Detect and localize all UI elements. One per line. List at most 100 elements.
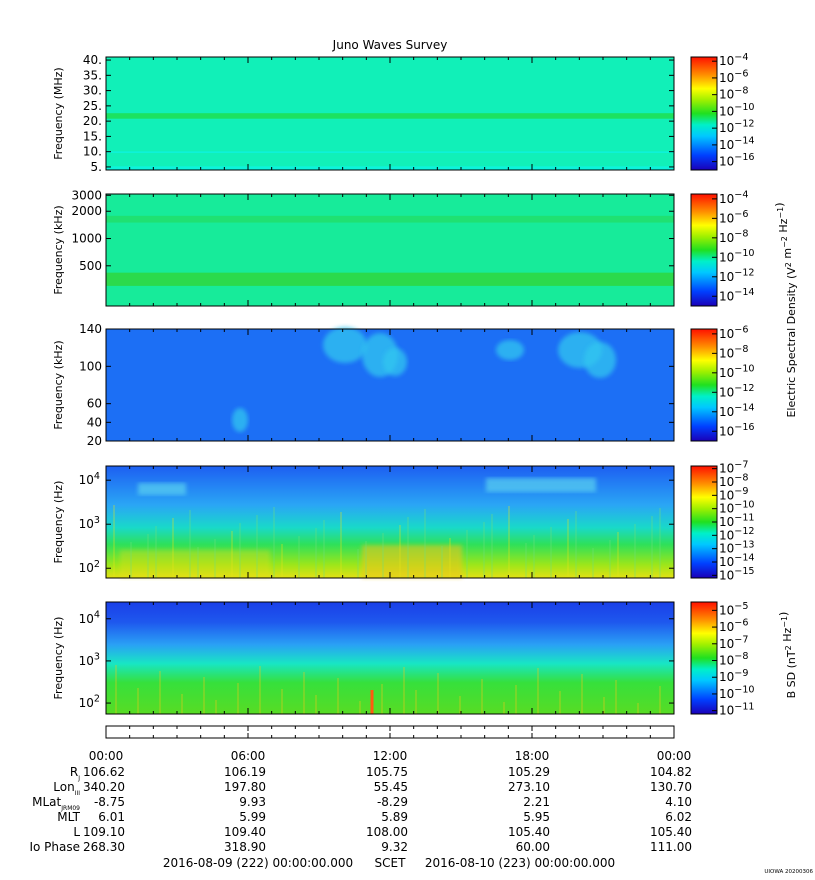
ephemeris-label: Io Phase [29,840,80,854]
ephemeris-label: MLT [57,810,80,824]
y-tick-label: 103 [79,652,100,668]
y-tick-label: 104 [79,471,100,487]
intensity-patch [362,545,462,578]
panel-lfr-low-magnetic: 104103102Frequency (Hz)10−510−610−710−81… [52,601,755,718]
colorbar [691,57,717,170]
y-tick-label: 140 [79,322,102,336]
ephemeris-value: 9.93 [239,795,266,809]
ephemeris-table: RJ106.62106.19105.75105.29104.82LonIII34… [29,765,692,854]
colorbar-tick-label: 10−8 [719,344,748,360]
colorbar-tick-label: 10−12 [719,267,755,283]
colorbar-tick-label: 10−8 [719,228,748,244]
credit-stamp: UIOWA 20200306 [764,869,813,875]
ephemeris-value: 197.80 [224,780,266,794]
spectrogram-background [106,602,674,714]
emission-patch [232,408,248,432]
time-tick-label: 00:00 [89,749,124,763]
chart-title: Juno Waves Survey [332,38,448,52]
colorbar-tick-label: 10−14 [719,287,755,303]
ephemeris-value: 55.45 [374,780,408,794]
emission-band [106,273,674,286]
panel-lfr-high: 140100604020Frequency (kHz)10−610−810−10… [52,322,755,448]
colorbar [691,194,717,306]
colorbar-tick-label: 10−14 [719,135,755,151]
y-tick-label: 5. [91,160,102,174]
y-tick-label: 20. [83,114,102,128]
ephemeris-value: 104.82 [650,765,692,779]
colorbar [691,329,717,441]
emission-patch [496,340,524,360]
ephemeris-value: 105.75 [366,765,408,779]
ephemeris-value: 5.95 [523,810,550,824]
ephemeris-label: L [73,825,80,839]
electric-spectral-density-label: Electric Spectral Density (V2 m−2 Hz−1) [773,202,798,417]
colorbar-tick-label: 10−16 [719,152,755,168]
y-tick-label: 20 [87,434,102,448]
colorbar-tick-label: 10−11 [719,701,755,717]
magnetic-spectral-density-label: B SD (nT2 Hz−1) [777,612,798,699]
emission-band [106,151,674,153]
colorbar-tick-label: 10−8 [719,85,748,101]
ephemeris-value: 111.00 [650,840,692,854]
colorbar-tick-label: 10−10 [719,102,755,118]
colorbar-tick-label: 10−4 [719,52,748,68]
panel-lfr-low-electric: 104103102Frequency (Hz)10−710−810−910−10… [52,459,755,582]
colorbar-tick-label: 10−15 [719,566,755,582]
y-tick-label: 15. [83,129,102,143]
y-axis-label: Frequency (kHz) [52,340,65,429]
emission-patch [383,348,407,376]
ephemeris-value: 5.89 [381,810,408,824]
y-tick-label: 40 [87,415,102,429]
emission-band [106,216,674,223]
y-tick-label: 103 [79,515,100,531]
colorbar-tick-label: 10−10 [719,685,755,701]
ephemeris-value: 318.90 [224,840,266,854]
ephemeris-value: 105.40 [650,825,692,839]
y-axis-label: Frequency (Hz) [52,617,65,700]
colorbar-tick-label: 10−6 [719,618,748,634]
time-tick-label: 00:00 [657,749,692,763]
y-tick-label: 30. [83,84,102,98]
y-axis-label: Frequency (kHz) [52,205,65,294]
time-tick-label: 12:00 [373,749,408,763]
ephemeris-value: 105.40 [508,825,550,839]
y-tick-label: 500 [79,259,102,273]
ephemeris-value: 5.99 [239,810,266,824]
y-tick-label: 1000 [71,232,102,246]
emission-band [106,113,674,118]
emission-patch [584,342,616,378]
ephemeris-value: 105.29 [508,765,550,779]
ephemeris-value: 106.19 [224,765,266,779]
ephemeris-value: 60.00 [516,840,550,854]
y-tick-label: 2000 [71,204,102,218]
y-tick-label: 3000 [71,188,102,202]
colorbar-tick-label: 10−10 [719,363,755,379]
colorbar-tick-label: 10−14 [719,402,755,418]
time-axis: 00:00 06:00 12:00 18:00 00:00 [89,726,692,763]
y-tick-label: 102 [79,694,100,710]
time-tick-label: 18:00 [515,749,550,763]
emission-patch [138,483,186,495]
y-tick-label: 35. [83,68,102,82]
footer-start-time: 2016-08-09 (222) 00:00:00.000 [163,856,353,870]
y-tick-label: 40. [83,53,102,67]
y-tick-label: 102 [79,559,100,575]
y-tick-label: 25. [83,99,102,113]
time-tick-label: 06:00 [231,749,266,763]
colorbar-tick-label: 10−10 [719,248,755,264]
colorbar-tick-label: 10−7 [719,634,748,650]
emission-patch [486,478,596,492]
ephemeris-value: 6.01 [98,810,125,824]
spectrogram-background [106,194,674,306]
emission-patch [323,327,367,363]
colorbar-tick-label: 10−16 [719,422,755,438]
ephemeris-value: 106.62 [83,765,125,779]
ephemeris-value: 109.40 [224,825,266,839]
ephemeris-value: 340.20 [83,780,125,794]
footer-end-time: 2016-08-10 (223) 00:00:00.000 [425,856,615,870]
y-axis-label: Frequency (Hz) [52,481,65,564]
colorbar-tick-label: 10−12 [719,119,755,135]
y-tick-label: 10. [83,145,102,159]
ephemeris-value: 273.10 [508,780,550,794]
